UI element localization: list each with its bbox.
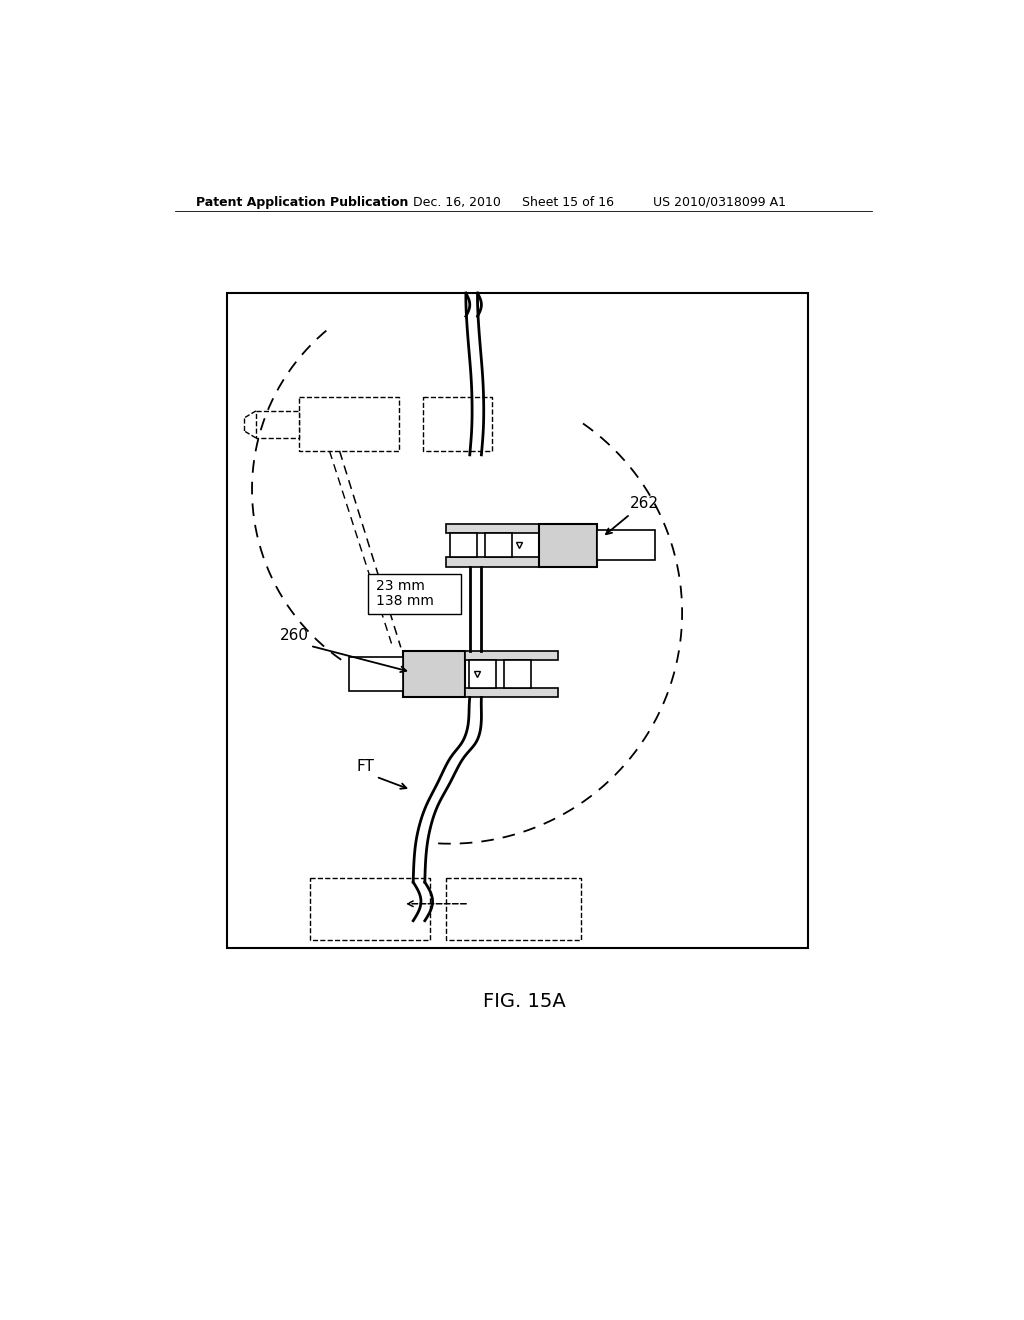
Bar [299, 397, 399, 451]
Bar [310, 878, 430, 940]
Bar [465, 651, 558, 660]
Text: 138 mm: 138 mm [376, 594, 434, 609]
Bar [227, 293, 809, 948]
Text: 260: 260 [280, 628, 309, 643]
Bar [423, 397, 493, 451]
Text: FT: FT [356, 759, 375, 775]
Bar [484, 533, 512, 557]
Bar [403, 651, 465, 697]
Bar [445, 557, 539, 566]
Bar [256, 411, 299, 438]
Text: US 2010/0318099 A1: US 2010/0318099 A1 [653, 195, 786, 209]
Text: Patent Application Publication: Patent Application Publication [197, 195, 409, 209]
Bar [450, 533, 477, 557]
Text: 262: 262 [630, 496, 659, 511]
Bar [445, 878, 582, 940]
Text: 23 mm: 23 mm [376, 578, 425, 593]
Bar [465, 688, 558, 697]
Bar [597, 531, 655, 560]
Bar [539, 524, 597, 566]
Bar [369, 574, 461, 614]
Bar [349, 657, 403, 692]
Bar [504, 660, 531, 688]
Text: FIG. 15A: FIG. 15A [483, 993, 566, 1011]
Bar [469, 660, 496, 688]
Text: Dec. 16, 2010: Dec. 16, 2010 [414, 195, 501, 209]
Bar [445, 524, 539, 533]
Text: Sheet 15 of 16: Sheet 15 of 16 [521, 195, 613, 209]
